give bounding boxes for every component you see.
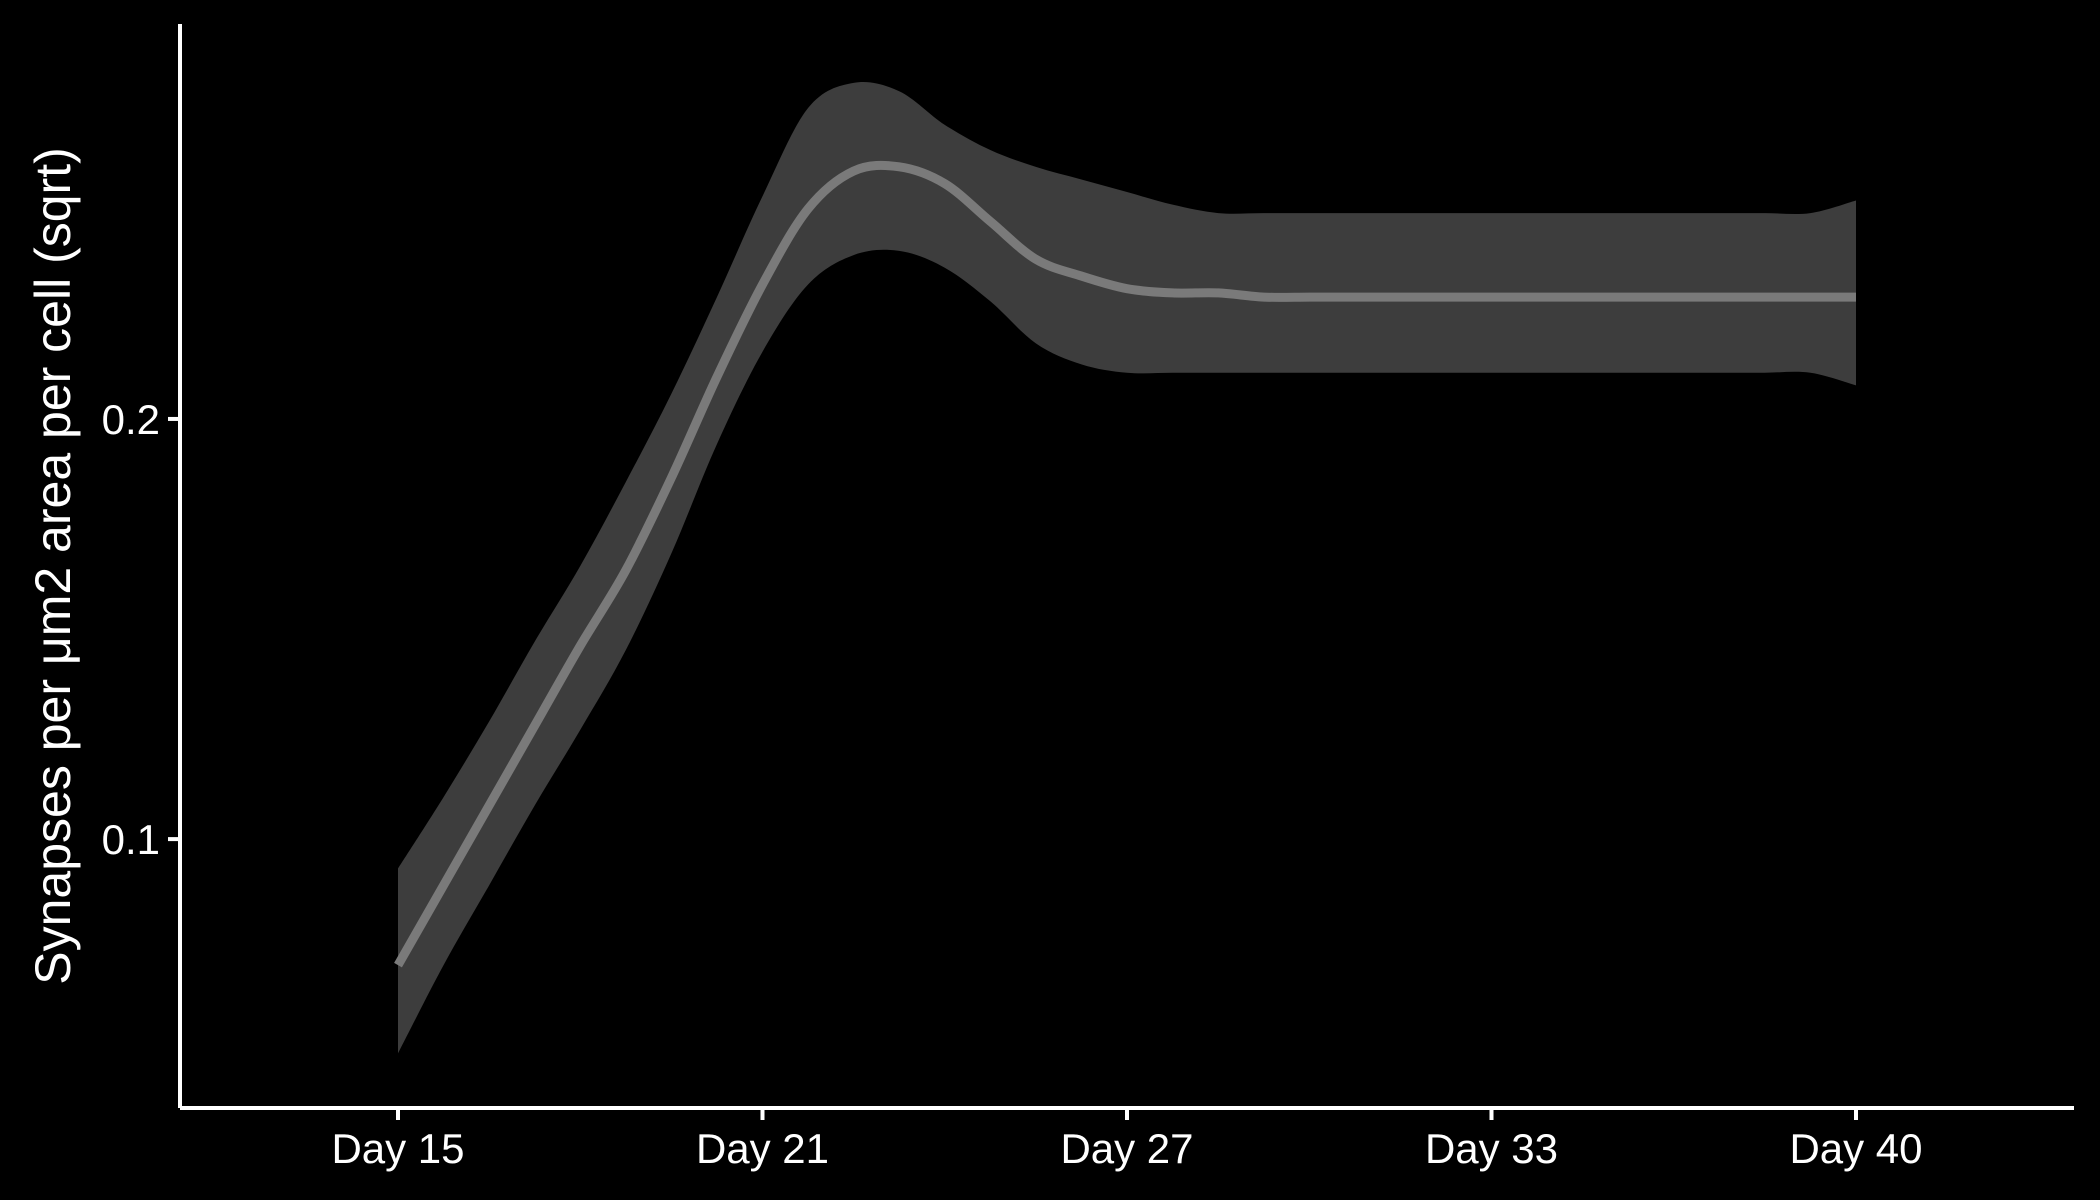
x-tick-label: Day 21: [696, 1125, 829, 1172]
trend-line: [394, 160, 1856, 968]
x-tick-label: Day 27: [1060, 1125, 1193, 1172]
y-axis-title: Synapses per μm2 area per cell (sqrt): [25, 147, 81, 984]
y-tick-label: 0.2: [102, 396, 160, 443]
confidence-band: [398, 81, 1856, 1054]
plot-area: [394, 81, 1856, 1054]
x-tick-label: Day 40: [1789, 1125, 1922, 1172]
x-axis-ticks: Day 15 Day 21 Day 27 Day 33 Day 40: [331, 1108, 1923, 1172]
y-axis-ticks: 0.1 0.2: [102, 396, 180, 863]
x-tick-label: Day 33: [1425, 1125, 1558, 1172]
y-tick-label: 0.1: [102, 816, 160, 863]
x-tick-label: Day 15: [331, 1125, 464, 1172]
